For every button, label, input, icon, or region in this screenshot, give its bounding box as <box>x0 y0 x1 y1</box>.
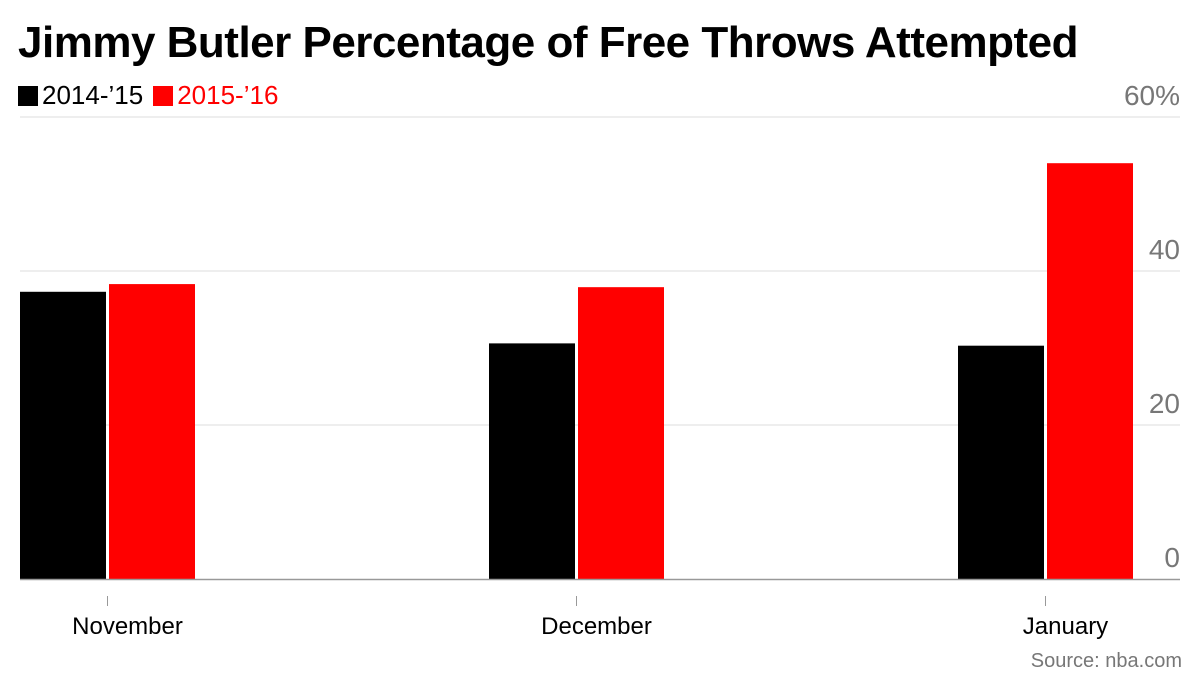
legend-item-2015-16: 2015-’16 <box>153 80 278 111</box>
y-tick-label: 0 <box>1164 542 1180 573</box>
bar-november-series-1 <box>109 284 195 579</box>
chart-title: Jimmy Butler Percentage of Free Throws A… <box>18 18 1078 67</box>
legend: 2014-’15 2015-’16 <box>18 80 288 111</box>
bars <box>20 163 1133 579</box>
y-tick-label: 20 <box>1149 388 1180 419</box>
x-axis: November December January <box>20 578 1180 640</box>
y-axis-labels: 0 20 40 60% <box>1124 80 1180 573</box>
y-tick-label: 60% <box>1124 80 1180 111</box>
bar-january-series-1 <box>1047 163 1133 579</box>
y-tick-label: 40 <box>1149 234 1180 265</box>
x-tick-label-november: November <box>72 613 183 640</box>
bar-january-series-0 <box>958 345 1044 579</box>
legend-swatch-2015-16 <box>153 85 174 106</box>
x-tick-label-january: January <box>1023 613 1108 640</box>
bar-december-series-1 <box>578 287 664 579</box>
source-note: Source: nba.com <box>1030 650 1182 672</box>
bar-november-series-0 <box>20 291 106 579</box>
bar-december-series-0 <box>489 343 575 579</box>
legend-swatch-2014-15 <box>18 85 38 106</box>
legend-label-2014-15: 2014-’15 <box>42 80 144 110</box>
legend-label-2015-16: 2015-’16 <box>177 80 279 110</box>
x-tick-label-december: December <box>541 613 652 640</box>
legend-item-2014-15: 2014-’15 <box>18 80 143 111</box>
